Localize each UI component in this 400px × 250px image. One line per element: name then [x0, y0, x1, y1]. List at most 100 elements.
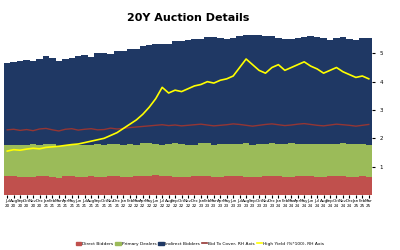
Title: 20Y Auction Details: 20Y Auction Details	[127, 13, 249, 23]
Bar	[198, 176, 204, 195]
Bar	[308, 176, 314, 195]
Bar	[282, 177, 288, 195]
Bar	[217, 38, 224, 144]
Bar	[10, 62, 17, 145]
Bar	[217, 144, 224, 177]
Bar	[146, 176, 152, 195]
Bar	[88, 176, 94, 195]
Bar	[346, 144, 353, 177]
Bar	[68, 58, 75, 145]
Bar	[353, 40, 359, 144]
Bar	[366, 145, 372, 177]
Bar	[269, 176, 275, 195]
Bar	[230, 144, 236, 176]
Bar	[127, 177, 133, 195]
Bar	[204, 143, 210, 176]
Bar	[94, 144, 101, 177]
Bar	[333, 144, 340, 176]
Bar	[120, 145, 127, 177]
Bar	[269, 36, 275, 143]
Bar	[172, 177, 178, 195]
Bar	[88, 145, 94, 176]
Bar	[140, 176, 146, 195]
Bar	[107, 54, 114, 144]
Bar	[30, 60, 36, 144]
Bar	[10, 176, 17, 195]
Bar	[327, 144, 333, 176]
Bar	[353, 177, 359, 195]
Bar	[56, 146, 62, 178]
Bar	[172, 41, 178, 143]
Bar	[198, 143, 204, 176]
Bar	[185, 145, 191, 177]
Bar	[120, 177, 127, 195]
Bar	[301, 144, 308, 176]
Bar	[10, 145, 17, 176]
Bar	[314, 177, 320, 195]
Bar	[359, 176, 366, 195]
Bar	[133, 176, 140, 195]
Bar	[30, 144, 36, 177]
Bar	[320, 38, 327, 144]
Bar	[308, 36, 314, 144]
Bar	[294, 144, 301, 176]
Bar	[243, 177, 249, 195]
Bar	[36, 176, 43, 195]
Bar	[210, 145, 217, 177]
Bar	[23, 60, 30, 145]
Bar	[140, 143, 146, 176]
Bar	[114, 51, 120, 144]
Bar	[340, 36, 346, 143]
Bar	[243, 34, 249, 143]
Bar	[94, 177, 101, 195]
Bar	[327, 176, 333, 195]
Bar	[333, 176, 340, 195]
Bar	[68, 176, 75, 195]
Bar	[359, 38, 366, 144]
Bar	[288, 143, 294, 177]
Bar	[191, 176, 198, 195]
Bar	[327, 40, 333, 144]
Bar	[36, 145, 43, 176]
Bar	[243, 143, 249, 177]
Bar	[101, 53, 107, 145]
Bar	[224, 176, 230, 195]
Bar	[23, 177, 30, 195]
Bar	[185, 40, 191, 145]
Bar	[166, 144, 172, 176]
Bar	[340, 176, 346, 195]
Bar	[49, 177, 56, 195]
Bar	[366, 38, 372, 145]
Bar	[101, 177, 107, 195]
Bar	[17, 145, 23, 177]
Bar	[256, 144, 262, 177]
Bar	[140, 46, 146, 143]
Bar	[17, 177, 23, 195]
Bar	[146, 143, 152, 176]
Bar	[256, 177, 262, 195]
Bar	[282, 39, 288, 144]
Bar	[43, 144, 49, 176]
Bar	[75, 145, 82, 177]
Bar	[217, 177, 224, 195]
Bar	[301, 176, 308, 195]
Bar	[359, 144, 366, 176]
Bar	[56, 62, 62, 146]
Bar	[353, 144, 359, 177]
Bar	[94, 53, 101, 144]
Bar	[185, 177, 191, 195]
Bar	[75, 177, 82, 195]
Bar	[62, 58, 68, 145]
Bar	[114, 176, 120, 195]
Bar	[224, 144, 230, 176]
Bar	[23, 145, 30, 177]
Bar	[4, 63, 10, 145]
Bar	[4, 145, 10, 176]
Bar	[346, 39, 353, 144]
Bar	[249, 177, 256, 195]
Bar	[88, 56, 94, 145]
Bar	[120, 51, 127, 145]
Bar	[68, 145, 75, 176]
Bar	[49, 58, 56, 144]
Bar	[288, 39, 294, 143]
